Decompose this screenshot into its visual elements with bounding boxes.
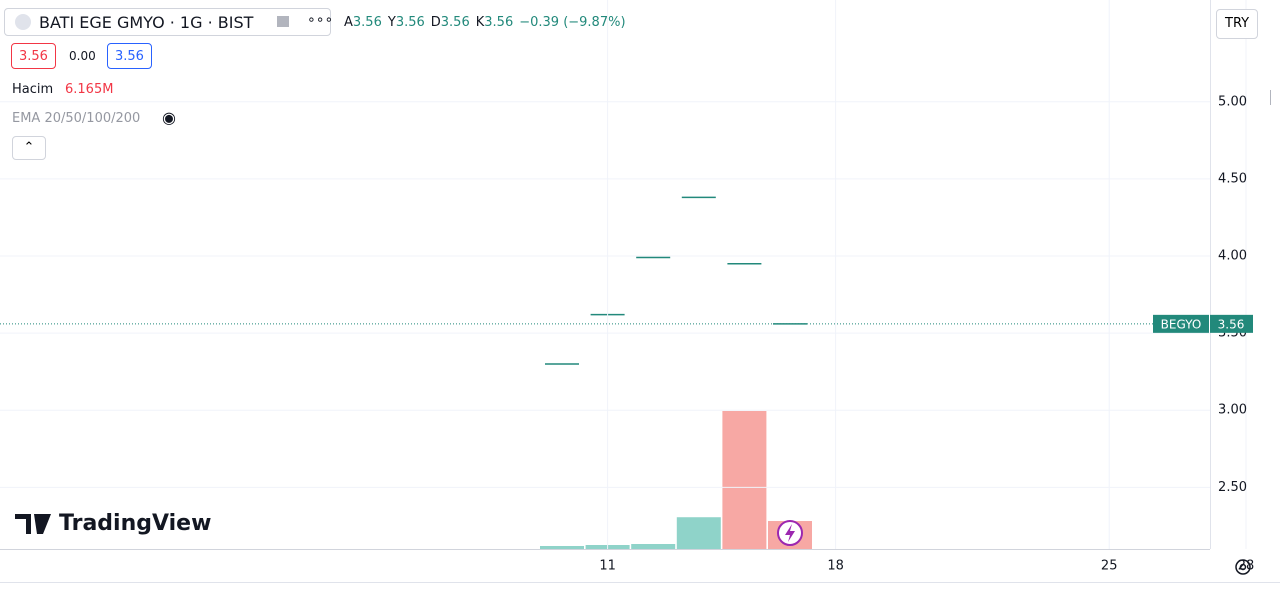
settings-icon[interactable] (1235, 559, 1251, 575)
volume-bar (722, 411, 767, 549)
visibility-icon[interactable]: ◉ (162, 108, 176, 127)
x-tick-label: 25 (1101, 559, 1118, 574)
x-tick-label: 18 (827, 559, 844, 574)
volume-bar (631, 544, 676, 549)
ohlc-value: 3.56 (484, 15, 514, 30)
logo-mark (15, 514, 51, 534)
settings-core (1239, 563, 1247, 571)
ohlc-label: D (430, 15, 441, 30)
spread: 0.00 (69, 49, 96, 63)
y-tick-label: 4.00 (1218, 248, 1247, 263)
volume-label: Hacim (12, 82, 54, 97)
more-icon[interactable]: ∘∘∘ (307, 12, 334, 28)
indicator-label: EMA 20/50/100/200 (12, 111, 141, 126)
collapse-button[interactable]: ⌃ (12, 136, 46, 160)
currency-button[interactable]: TRY (1216, 9, 1259, 39)
y-tick-label: 2.50 (1218, 480, 1247, 495)
y-tick-label: 3.00 (1218, 403, 1247, 418)
ohlc-label: A (344, 15, 353, 30)
volume-bar (540, 546, 584, 549)
ohlc-value: 3.56 (395, 15, 425, 30)
x-tick-label: 11 (599, 559, 616, 574)
price-tag-value-bg (1210, 314, 1253, 333)
ohlc-label: Y (387, 15, 396, 30)
y-tick-label: 5.00 (1218, 94, 1247, 109)
price-tag-symbol: BEGYO (1161, 317, 1202, 331)
buy-button[interactable]: 3.56 (107, 43, 152, 69)
event-bolt (785, 524, 795, 542)
ohlc-value: 3.56 (440, 15, 470, 30)
change: −0.39 (−9.87%) (519, 15, 626, 30)
sell-button[interactable]: 3.56 (11, 43, 56, 69)
ohlc-label: K (475, 15, 485, 30)
settings-ring (1235, 559, 1251, 575)
price-tag-value: 3.56 (1218, 317, 1245, 331)
price-tag-symbol-bg (1153, 314, 1209, 333)
symbol-icon (15, 14, 31, 30)
logo-shape (15, 514, 51, 534)
symbol-box[interactable]: BATI EGE GMYO · 1G · BIST ∘∘∘ (4, 8, 334, 36)
price-tag: BEGYO 3.56 (1153, 314, 1253, 333)
ohlc-row: A3.56 Y3.56 D3.56 K3.56 −0.39 (−9.87%) (344, 15, 626, 30)
volume-value: 6.165M (65, 82, 114, 97)
ohlc-value: 3.56 (352, 15, 382, 30)
logo-text: TradingView (59, 511, 211, 536)
flag-icon[interactable] (277, 16, 289, 27)
y-tick-label: 4.50 (1218, 171, 1247, 186)
symbol-title: BATI EGE GMYO · 1G · BIST (39, 13, 254, 32)
volume-bar (676, 517, 721, 549)
